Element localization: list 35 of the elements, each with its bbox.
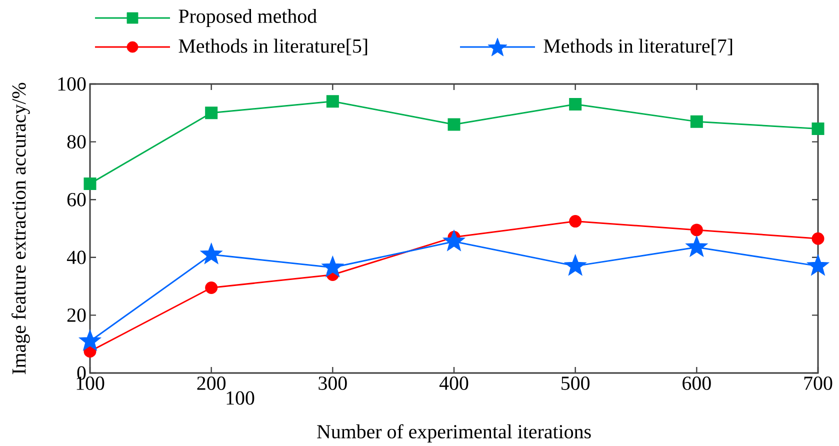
x-tick-label: 600 bbox=[682, 376, 711, 390]
y-tick-label: 40 bbox=[66, 250, 86, 264]
y-tick-label: 100 bbox=[58, 77, 86, 91]
point bbox=[690, 224, 703, 236]
point bbox=[569, 215, 582, 228]
x-tick-label: 200 bbox=[197, 376, 226, 390]
x-tick-label: 700 bbox=[804, 376, 832, 390]
legend-label: Methods in literature[5] bbox=[178, 38, 368, 56]
x-tick-label: 400 bbox=[439, 376, 468, 390]
legend-label: Proposed method bbox=[178, 8, 317, 28]
legend-label: Methods in literature[7] bbox=[544, 38, 732, 56]
x-tick-label: 500 bbox=[562, 376, 590, 390]
point bbox=[80, 330, 100, 350]
point bbox=[812, 122, 824, 136]
point bbox=[448, 118, 460, 131]
y-tick-label: 60 bbox=[67, 192, 86, 206]
y-axis-title: Image feature extraction accuracy/% bbox=[12, 82, 30, 374]
point bbox=[205, 281, 218, 294]
y-tick-label: 80 bbox=[67, 135, 86, 149]
point bbox=[201, 244, 222, 264]
point bbox=[205, 106, 218, 120]
point bbox=[322, 256, 343, 276]
point bbox=[84, 177, 96, 190]
point bbox=[565, 255, 586, 275]
y-tick-label: 20 bbox=[67, 308, 86, 322]
text: 100 bbox=[226, 391, 254, 405]
point bbox=[326, 95, 339, 108]
point bbox=[444, 230, 464, 250]
point bbox=[690, 115, 703, 128]
point bbox=[808, 255, 828, 275]
point bbox=[812, 232, 824, 245]
x-axis-title: Number of experimental iterations bbox=[317, 424, 591, 442]
x-tick-label: 300 bbox=[318, 376, 347, 390]
point bbox=[569, 98, 582, 110]
point bbox=[686, 236, 707, 256]
